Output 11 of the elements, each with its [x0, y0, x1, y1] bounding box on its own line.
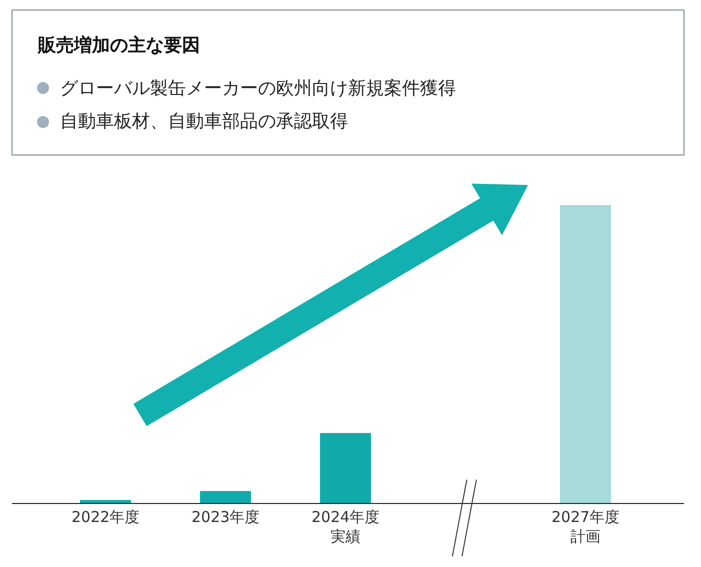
bar	[80, 500, 131, 503]
x-tick-label: 2027年度計画	[552, 508, 620, 546]
x-tick-label: 2024年度実績	[312, 508, 380, 546]
text: 自動車板材、自動車部品の承認取得	[60, 111, 348, 132]
bar	[560, 205, 611, 503]
bar	[320, 433, 371, 503]
x-tick-label: 2023年度	[192, 508, 260, 526]
x-tick-label: 2022年度	[72, 508, 140, 526]
text: グローバル製缶メーカーの欧州向け新規案件獲得	[60, 78, 456, 99]
chart-title: 販売増加の主な要因	[37, 34, 200, 56]
bar	[200, 491, 251, 503]
